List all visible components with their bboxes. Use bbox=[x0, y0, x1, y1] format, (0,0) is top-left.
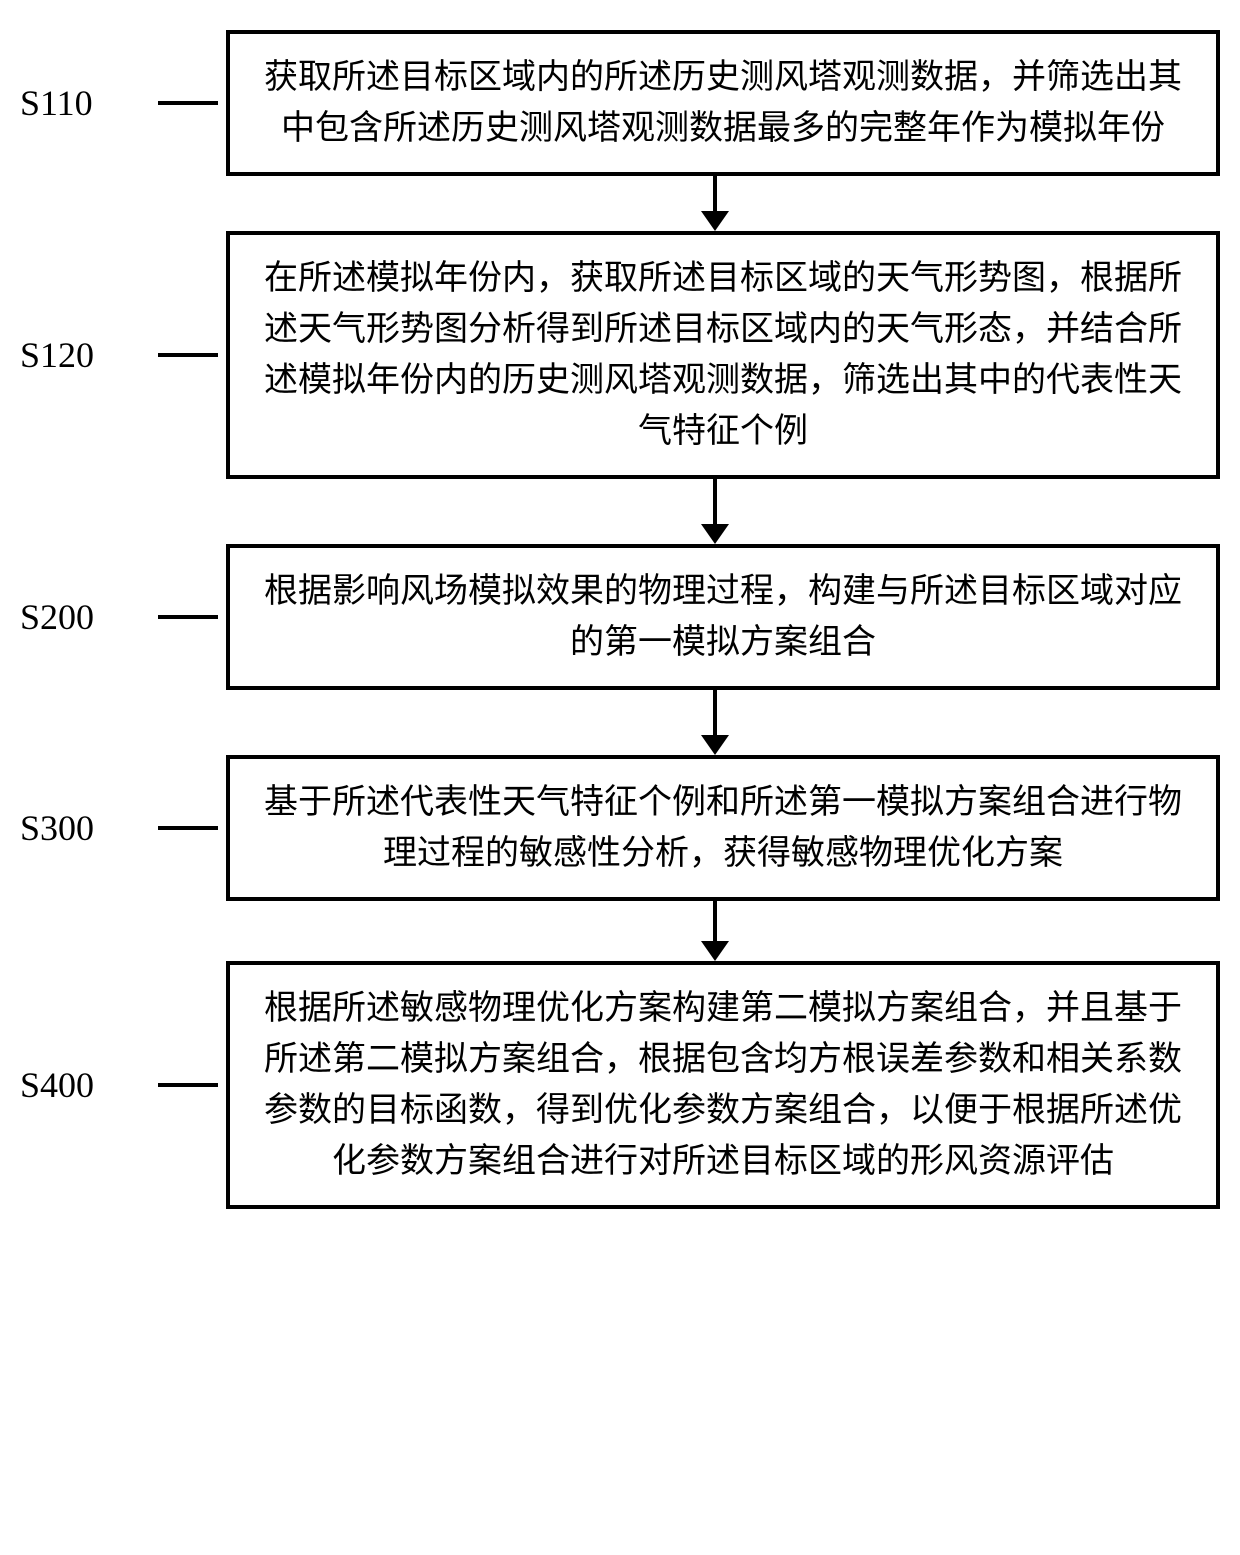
step-row-s110: S110 获取所述目标区域内的所述历史测风塔观测数据，并筛选出其中包含所述历史测… bbox=[20, 30, 1220, 176]
flowchart-container: S110 获取所述目标区域内的所述历史测风塔观测数据，并筛选出其中包含所述历史测… bbox=[20, 30, 1220, 1209]
step-box-s110: 获取所述目标区域内的所述历史测风塔观测数据，并筛选出其中包含所述历史测风塔观测数… bbox=[226, 30, 1220, 176]
arrow-s120-s200 bbox=[701, 479, 729, 544]
step-box-s300: 基于所述代表性天气特征个例和所述第一模拟方案组合进行物理过程的敏感性分析，获得敏… bbox=[226, 755, 1220, 901]
step-row-s200: S200 根据影响风场模拟效果的物理过程，构建与所述目标区域对应的第一模拟方案组… bbox=[20, 544, 1220, 690]
step-label-s300: S300 bbox=[20, 807, 150, 849]
step-box-s200: 根据影响风场模拟效果的物理过程，构建与所述目标区域对应的第一模拟方案组合 bbox=[226, 544, 1220, 690]
step-row-s300: S300 基于所述代表性天气特征个例和所述第一模拟方案组合进行物理过程的敏感性分… bbox=[20, 755, 1220, 901]
connector-s400 bbox=[158, 1083, 218, 1087]
arrow-s110-s120 bbox=[701, 176, 729, 231]
arrow-s300-s400 bbox=[701, 901, 729, 961]
step-box-s120: 在所述模拟年份内，获取所述目标区域的天气形势图，根据所述天气形势图分析得到所述目… bbox=[226, 231, 1220, 479]
connector-s200 bbox=[158, 615, 218, 619]
step-label-s400: S400 bbox=[20, 1064, 150, 1106]
step-box-s400: 根据所述敏感物理优化方案构建第二模拟方案组合，并且基于所述第二模拟方案组合，根据… bbox=[226, 961, 1220, 1209]
arrow-row-4 bbox=[20, 901, 1220, 961]
arrow-row-2 bbox=[20, 479, 1220, 544]
connector-s300 bbox=[158, 826, 218, 830]
step-row-s120: S120 在所述模拟年份内，获取所述目标区域的天气形势图，根据所述天气形势图分析… bbox=[20, 231, 1220, 479]
step-label-s110: S110 bbox=[20, 82, 150, 124]
arrow-s200-s300 bbox=[701, 690, 729, 755]
step-row-s400: S400 根据所述敏感物理优化方案构建第二模拟方案组合，并且基于所述第二模拟方案… bbox=[20, 961, 1220, 1209]
connector-s120 bbox=[158, 353, 218, 357]
arrow-row-1 bbox=[20, 176, 1220, 231]
arrow-row-3 bbox=[20, 690, 1220, 755]
step-label-s120: S120 bbox=[20, 334, 150, 376]
connector-s110 bbox=[158, 101, 218, 105]
step-label-s200: S200 bbox=[20, 596, 150, 638]
